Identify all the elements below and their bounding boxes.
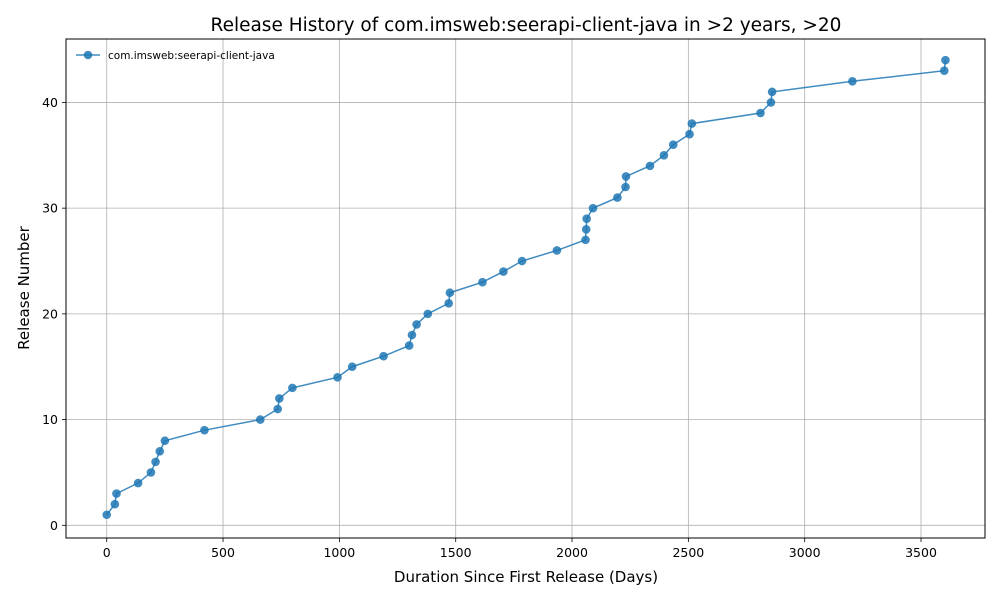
- x-tick-label: 3500: [905, 545, 937, 560]
- data-point: [685, 129, 694, 139]
- data-point: [379, 351, 388, 361]
- x-axis-ticks: 0 500 1000 1500 2000 2500 3000 3500: [103, 538, 937, 560]
- data-point: [621, 182, 630, 192]
- data-point: [756, 108, 765, 118]
- data-point: [273, 404, 283, 414]
- data-point: [288, 383, 297, 393]
- x-tick-label: 2500: [672, 545, 704, 560]
- data-point: [200, 425, 209, 435]
- data-point: [444, 299, 454, 308]
- data-point: [146, 468, 156, 477]
- data-point: [499, 267, 508, 276]
- chart-title: Release History of com.imsweb:seerapi-cl…: [211, 15, 842, 36]
- data-point: [659, 150, 669, 160]
- y-tick-label: 20: [42, 306, 58, 321]
- data-point: [848, 76, 857, 86]
- data-point: [588, 203, 598, 213]
- x-tick-label: 2000: [556, 545, 588, 560]
- x-tick-label: 0: [103, 545, 111, 560]
- data-point: [102, 510, 112, 520]
- legend-point-marker: [83, 50, 93, 60]
- x-tick-label: 1000: [323, 545, 355, 560]
- data-point: [941, 55, 950, 65]
- data-point: [621, 172, 631, 181]
- series-layer: [102, 55, 950, 520]
- x-tick-label: 500: [211, 545, 235, 560]
- data-point: [668, 140, 678, 150]
- data-point: [767, 87, 777, 97]
- data-point: [478, 277, 487, 287]
- data-point: [155, 447, 165, 456]
- data-point: [133, 478, 143, 488]
- x-tick-label: 3000: [789, 545, 821, 560]
- data-point: [333, 373, 342, 382]
- data-point: [151, 457, 160, 467]
- data-point: [275, 394, 284, 403]
- data-point: [582, 214, 591, 224]
- y-tick-label: 40: [42, 95, 58, 110]
- legend-label: com.imsweb:seerapi-client-java: [108, 50, 275, 62]
- data-point: [766, 98, 776, 107]
- y-axis-ticks: 0 10 20 30 40: [42, 95, 66, 533]
- data-point: [939, 66, 949, 76]
- data-point: [347, 362, 357, 372]
- data-point: [255, 415, 265, 424]
- y-axis-label: Release Number: [15, 225, 33, 349]
- data-point: [407, 330, 417, 340]
- data-point: [112, 489, 121, 498]
- data-point: [404, 341, 414, 350]
- data-point: [110, 499, 120, 509]
- y-tick-label: 0: [50, 518, 58, 533]
- data-point: [581, 235, 590, 245]
- data-point: [687, 119, 697, 128]
- legend: com.imsweb:seerapi-client-java: [76, 50, 275, 62]
- x-axis-label: Duration Since First Release (Days): [394, 568, 658, 586]
- data-point: [552, 246, 562, 255]
- data-point: [412, 320, 421, 329]
- data-point: [581, 224, 591, 234]
- plot-frame: [65, 38, 986, 539]
- data-point: [517, 256, 527, 266]
- data-point: [613, 193, 622, 202]
- data-point: [423, 309, 433, 319]
- data-point: [645, 161, 655, 171]
- y-tick-label: 30: [42, 201, 58, 216]
- data-point: [445, 288, 455, 298]
- x-tick-label: 1500: [440, 545, 472, 560]
- y-tick-label: 10: [42, 412, 58, 427]
- data-point: [160, 436, 170, 446]
